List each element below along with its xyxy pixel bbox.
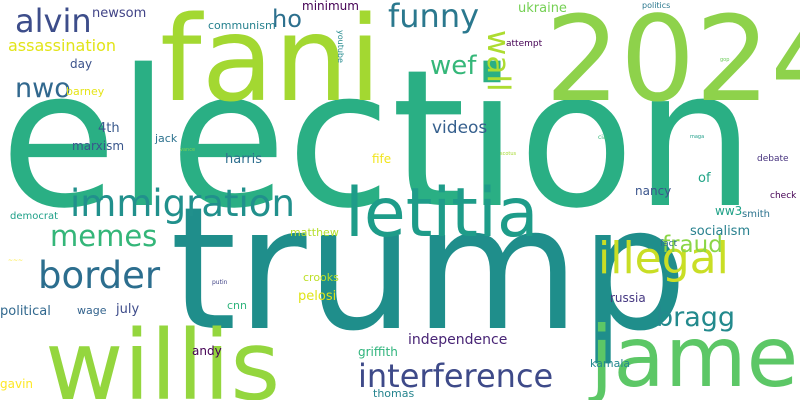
word-day: day (70, 57, 93, 71)
word-kamala: kamala (590, 357, 631, 370)
word-wef: wef (430, 51, 477, 81)
word-gop: gop (720, 57, 730, 63)
word-immigration: immigration (70, 182, 295, 225)
word-harris: harris (225, 152, 263, 167)
word-fani: fani (160, 0, 382, 128)
word-griffith: griffith (358, 345, 398, 359)
word-illegal: illegal (598, 233, 729, 284)
word-july: july (116, 302, 140, 317)
word-willis: willis (45, 310, 281, 400)
word-barney: barney (66, 85, 105, 98)
word-election: election (0, 29, 755, 250)
word-2024: 2024 (545, 0, 800, 128)
word-newsom: newsom (92, 6, 147, 21)
word-gavin: gavin (0, 377, 34, 391)
word-videos: videos (432, 118, 488, 138)
word-communism: communism (208, 19, 276, 32)
word-andy: andy (192, 344, 222, 358)
word-jack: jack (155, 132, 178, 145)
word-nwo: nwo (15, 73, 71, 104)
word-attempt: attempt (506, 39, 543, 49)
word-cnn: cnn (227, 299, 247, 312)
word-crooks: crooks (303, 271, 339, 284)
word-vance: vance (180, 147, 196, 153)
word-nancy: nancy (635, 184, 672, 198)
word-ukraine: ukraine (518, 1, 567, 16)
word-wage: wage (77, 304, 107, 317)
word-political: political (0, 304, 51, 319)
word-smith: smith (742, 209, 770, 220)
word-fact: fact (660, 239, 678, 249)
word-pelosi: pelosi (298, 289, 337, 304)
word-thomas: thomas (373, 387, 415, 400)
word-ho: ho (272, 5, 302, 33)
word-politics: politics (642, 1, 671, 10)
word-maga: maga (690, 134, 705, 140)
word-putin: putin (212, 279, 228, 286)
word-check: check (770, 191, 797, 201)
word-fraud: fraud (662, 232, 723, 258)
word-funny: funny (388, 0, 480, 35)
word-james: james (590, 308, 800, 400)
word-ww3: ww3 (715, 204, 743, 218)
word-border: border (38, 254, 161, 297)
word-democrat: democrat (10, 211, 59, 222)
word-fife: fife (372, 152, 392, 166)
word-alvin: alvin (15, 2, 92, 40)
word-socialism: socialism (690, 224, 751, 239)
word-debate: debate (757, 154, 789, 164)
word-minimum: minimum (302, 0, 359, 13)
word-memes: memes (50, 219, 158, 253)
word-marxism: marxism (72, 139, 125, 153)
word-youtube: youtube (336, 30, 345, 63)
word-trump: trump (170, 171, 688, 369)
word-scotus: scotus (500, 151, 517, 157)
word-independence: independence (408, 332, 508, 348)
word-: ~~~ (8, 257, 24, 264)
word-matthew: matthew (290, 226, 339, 239)
word-russia: russia (610, 291, 646, 305)
word-bragg: bragg (656, 302, 736, 333)
word-of: of (698, 171, 711, 186)
word-letitia: letitia (345, 174, 539, 253)
word-4th: 4th (98, 121, 120, 136)
word-assassination: assassination (8, 36, 116, 55)
word-interference: interference (358, 357, 554, 395)
word-cia: cia (598, 134, 607, 141)
